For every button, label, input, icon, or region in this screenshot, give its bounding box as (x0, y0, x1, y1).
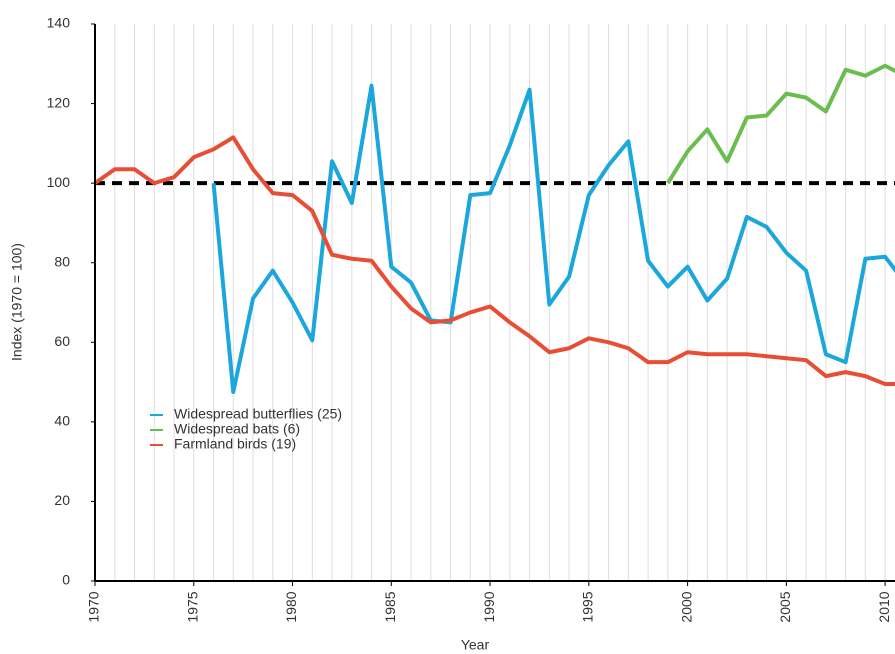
series-line (211, 83, 895, 395)
y-tick-label: 140 (47, 15, 71, 31)
legend-label: Widespread bats (6) (174, 421, 300, 437)
y-tick-label: 60 (54, 333, 70, 349)
y-axis-label: Index (1970 = 100) (9, 243, 25, 361)
x-tick-label: 2010 (876, 591, 892, 622)
y-tick-label: 40 (54, 413, 70, 429)
plot-area (95, 24, 895, 581)
y-tick-label: 80 (54, 253, 70, 269)
legend-label: Widespread butterflies (25) (174, 406, 342, 422)
x-tick-label: 1975 (184, 591, 200, 622)
y-tick-label: 20 (54, 492, 70, 508)
x-tick-label: 1970 (86, 591, 102, 622)
series-line (95, 135, 895, 387)
legend-label: Farmland birds (19) (174, 436, 296, 452)
series-line (666, 63, 895, 185)
x-tick-label: 1980 (283, 591, 299, 622)
x-tick-label: 1995 (580, 591, 596, 622)
x-tick-label: 2000 (678, 591, 694, 622)
y-tick-label: 120 (47, 94, 71, 110)
x-axis-label: Year (461, 637, 490, 653)
y-tick-label: 100 (47, 174, 71, 190)
x-tick-label: 2005 (777, 591, 793, 622)
x-tick-label: 1985 (382, 591, 398, 622)
y-tick-label: 0 (62, 572, 70, 588)
x-tick-label: 1990 (481, 591, 497, 622)
